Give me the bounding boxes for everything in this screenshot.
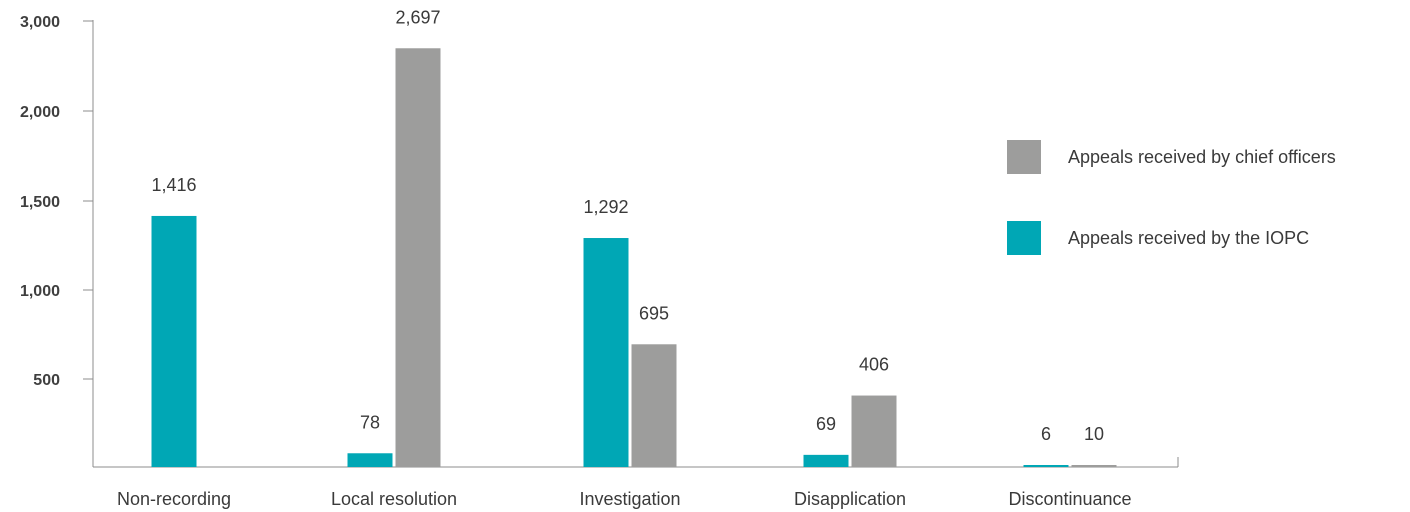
data-label: 6 — [1041, 424, 1051, 444]
x-tick-label: Local resolution — [331, 489, 457, 509]
y-tick-label: 1,000 — [20, 283, 60, 300]
data-label: 10 — [1084, 424, 1104, 444]
data-label: 406 — [859, 355, 889, 375]
bar — [396, 48, 441, 467]
data-label: 69 — [816, 414, 836, 434]
legend-label: Appeals received by chief officers — [1068, 147, 1336, 167]
bar — [584, 238, 629, 467]
y-tick-label: 3,000 — [20, 14, 60, 31]
data-label: 695 — [639, 303, 669, 323]
y-tick-label: 500 — [33, 372, 60, 389]
data-label: 78 — [360, 412, 380, 432]
y-tick-label: 2,000 — [20, 104, 60, 121]
bar — [1024, 465, 1069, 467]
bar — [1072, 465, 1117, 467]
x-tick-label: Discontinuance — [1008, 489, 1131, 509]
y-tick-label: 1,500 — [20, 194, 60, 211]
bar — [152, 216, 197, 467]
bar — [632, 344, 677, 467]
x-tick-label: Disapplication — [794, 489, 906, 509]
legend-swatch — [1007, 221, 1041, 255]
legend-swatch — [1007, 140, 1041, 174]
data-label: 1,416 — [151, 175, 196, 195]
bar — [348, 453, 393, 467]
x-tick-label: Investigation — [579, 489, 680, 509]
x-tick-label: Non-recording — [117, 489, 231, 509]
bar — [804, 455, 849, 467]
bar — [852, 396, 897, 467]
data-label: 1,292 — [583, 197, 628, 217]
data-label: 2,697 — [395, 7, 440, 27]
legend-label: Appeals received by the IOPC — [1068, 228, 1309, 248]
y-axis: 500 1,000 1,500 2,000 3,000 — [20, 14, 93, 467]
bars — [152, 48, 1117, 467]
legend: Appeals received by chief officers Appeal… — [1007, 140, 1336, 255]
